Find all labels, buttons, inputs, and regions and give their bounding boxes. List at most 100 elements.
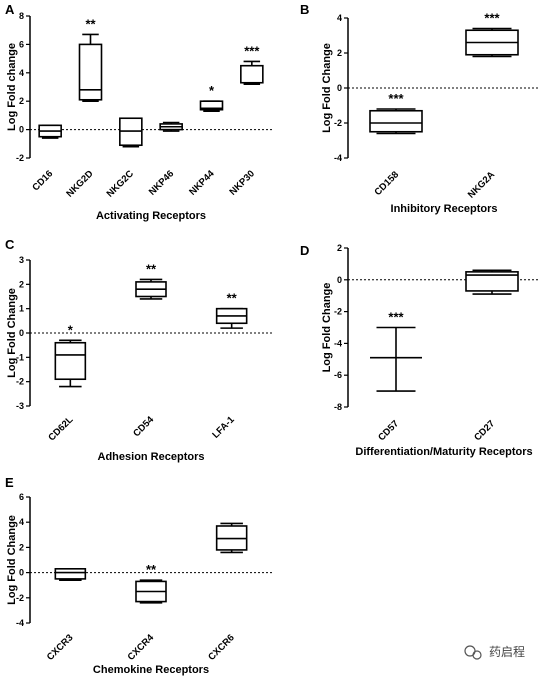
panel-e-x-axis-title: Chemokine Receptors [93, 664, 209, 676]
panel-b-letter: B [300, 2, 309, 17]
wechat-logo-icon-small [472, 650, 482, 660]
panel-c-y-tick-label: -2 [16, 377, 24, 387]
panel-a-y-tick-label: 0 [19, 125, 24, 135]
panel-e-category-label: CXCR3 [45, 632, 76, 663]
panel-b: B -4 -2 0 2 4 Log Fold Change *** CD158 *** NKG2A I… [300, 2, 540, 215]
panel-c-y-tick-label: 2 [19, 279, 24, 289]
panel-a-category-label: NKP44 [187, 168, 217, 198]
panel-c-y-tick-label: 0 [19, 328, 24, 338]
panel-e-letter: E [5, 475, 14, 490]
panel-b-y-tick-label: 4 [337, 13, 342, 23]
panel-b-y-tick-label: -4 [334, 153, 342, 163]
panel-a-sig-label: * [209, 83, 215, 98]
panel-c-box-0: * CD62L [46, 322, 87, 443]
panel-b-y-tick-label: 0 [337, 83, 342, 93]
panel-e-y-axis-title: Log Fold Change [6, 515, 18, 605]
panel-b-sig-label: *** [388, 91, 404, 106]
panel-e-y-tick-label: 6 [19, 492, 24, 502]
panel-b-category-label: CD158 [372, 169, 401, 198]
panel-c-category-label: CD62L [46, 414, 75, 443]
panel-a-sig-label: *** [244, 43, 260, 58]
panel-c-sig-label: * [68, 322, 74, 337]
panel-b-y-axis-title: Log Fold Change [321, 43, 333, 133]
panel-c-y-tick-label: 3 [19, 255, 24, 265]
panel-a-category-label: CD16 [30, 168, 55, 193]
box-iqr [465, 271, 519, 292]
panel-e-y-tick-label: 2 [19, 542, 24, 552]
panel-c-letter: C [5, 237, 15, 252]
panel-a-y-tick-label: 2 [19, 96, 24, 106]
panel-d-y-tick-label: 0 [337, 275, 342, 285]
panel-d-category-label: CD27 [472, 418, 497, 443]
panel-d-category-label: CD57 [376, 418, 401, 443]
panel-e-sig-label: ** [146, 562, 157, 577]
panel-a-y-tick-label: 4 [19, 68, 24, 78]
panel-c-category-label: CD54 [131, 414, 156, 439]
panel-e-box-2: CXCR6 [206, 522, 248, 663]
panel-d-letter: D [300, 243, 309, 258]
panel-d-y-tick-label: -4 [334, 338, 342, 348]
panel-b-y-tick-label: 2 [337, 48, 342, 58]
panel-b-x-axis-title: Inhibitory Receptors [391, 203, 498, 215]
panel-a-box-3: NKP46 [147, 121, 183, 198]
panel-c-sig-label: ** [146, 261, 157, 276]
panel-b-box-1: *** NKG2A [465, 11, 519, 201]
panel-e-box-1: ** CXCR4 [126, 562, 167, 663]
box-iqr [54, 568, 87, 580]
panel-c-y-axis-title: Log Fold Change [6, 288, 18, 378]
watermark-text: 药启程 [489, 644, 525, 659]
panel-e: E -4 -2 0 2 4 6 Log Fold Change CXCR3 ** CXCR4 CXCR… [5, 475, 272, 676]
box-iqr [78, 43, 103, 101]
box-iqr [240, 64, 264, 84]
panel-a-box-5: *** NKP30 [228, 43, 264, 198]
panel-d-y-axis-title: Log Fold Change [321, 283, 333, 373]
panel-a-sig-label: ** [85, 16, 96, 31]
panel-c-sig-label: ** [227, 291, 238, 306]
panel-c-x-axis-title: Adhesion Receptors [98, 451, 205, 463]
panel-a-x-axis-title: Activating Receptors [96, 210, 206, 222]
panel-e-category-label: CXCR6 [206, 632, 237, 663]
panel-d-y-tick-label: 2 [337, 243, 342, 253]
panel-c-y-tick-label: 1 [19, 304, 24, 314]
panel-c-category-label: LFA-1 [210, 414, 237, 441]
panel-a-box-0: CD16 [30, 124, 62, 193]
panel-d-box-1: CD27 [465, 269, 519, 443]
panel-a-y-tick-label: 6 [19, 39, 24, 49]
panel-c-box-2: ** LFA-1 [210, 291, 248, 441]
panel-a-category-label: NKP30 [228, 168, 257, 197]
panel-d: D -8 -6 -4 -2 0 2 Log Fold Change *** CD57 CD27 Dif… [300, 243, 540, 458]
panel-d-y-tick-label: -6 [334, 370, 342, 380]
panel-a-box-2: NKG2C [105, 117, 143, 200]
panel-d-sig-label: *** [388, 310, 404, 325]
panel-e-category-label: CXCR4 [126, 632, 157, 663]
panel-b-box-0: *** CD158 [369, 91, 423, 198]
panel-d-x-axis-title: Differentiation/Maturity Receptors [355, 446, 532, 458]
panel-a-box-1: ** NKG2D [64, 16, 103, 200]
panel-b-sig-label: *** [484, 11, 500, 26]
panel-d-y-tick-label: -8 [334, 402, 342, 412]
panel-a-y-tick-label: 8 [19, 11, 24, 21]
panel-d-y-tick-label: -2 [334, 307, 342, 317]
panel-c-y-tick-label: -1 [16, 352, 24, 362]
panel-c-y-tick-label: -3 [16, 401, 24, 411]
panel-c-box-1: ** CD54 [131, 261, 167, 439]
panel-b-category-label: NKG2A [466, 169, 497, 200]
panel-e-box-0: CXCR3 [45, 568, 87, 663]
panel-e-y-tick-label: -2 [16, 593, 24, 603]
panel-b-y-tick-label: -2 [334, 118, 342, 128]
panel-a-category-label: NKG2D [64, 168, 95, 199]
panel-a-y-tick-label: -2 [16, 153, 24, 163]
box-iqr [369, 109, 423, 133]
panel-d-box-0: *** CD57 [370, 310, 422, 443]
box-iqr [54, 341, 87, 381]
watermark: 药启程 [464, 644, 525, 660]
panel-a-category-label: NKG2C [105, 168, 136, 199]
panel-e-y-tick-label: 4 [19, 517, 24, 527]
panel-a-y-axis-title: Log Fold change [6, 43, 18, 131]
panel-e-y-tick-label: -4 [16, 618, 24, 628]
panel-a-box-4: * NKP44 [187, 83, 224, 198]
panel-a-letter: A [5, 2, 15, 17]
panel-a-category-label: NKP46 [147, 168, 176, 197]
